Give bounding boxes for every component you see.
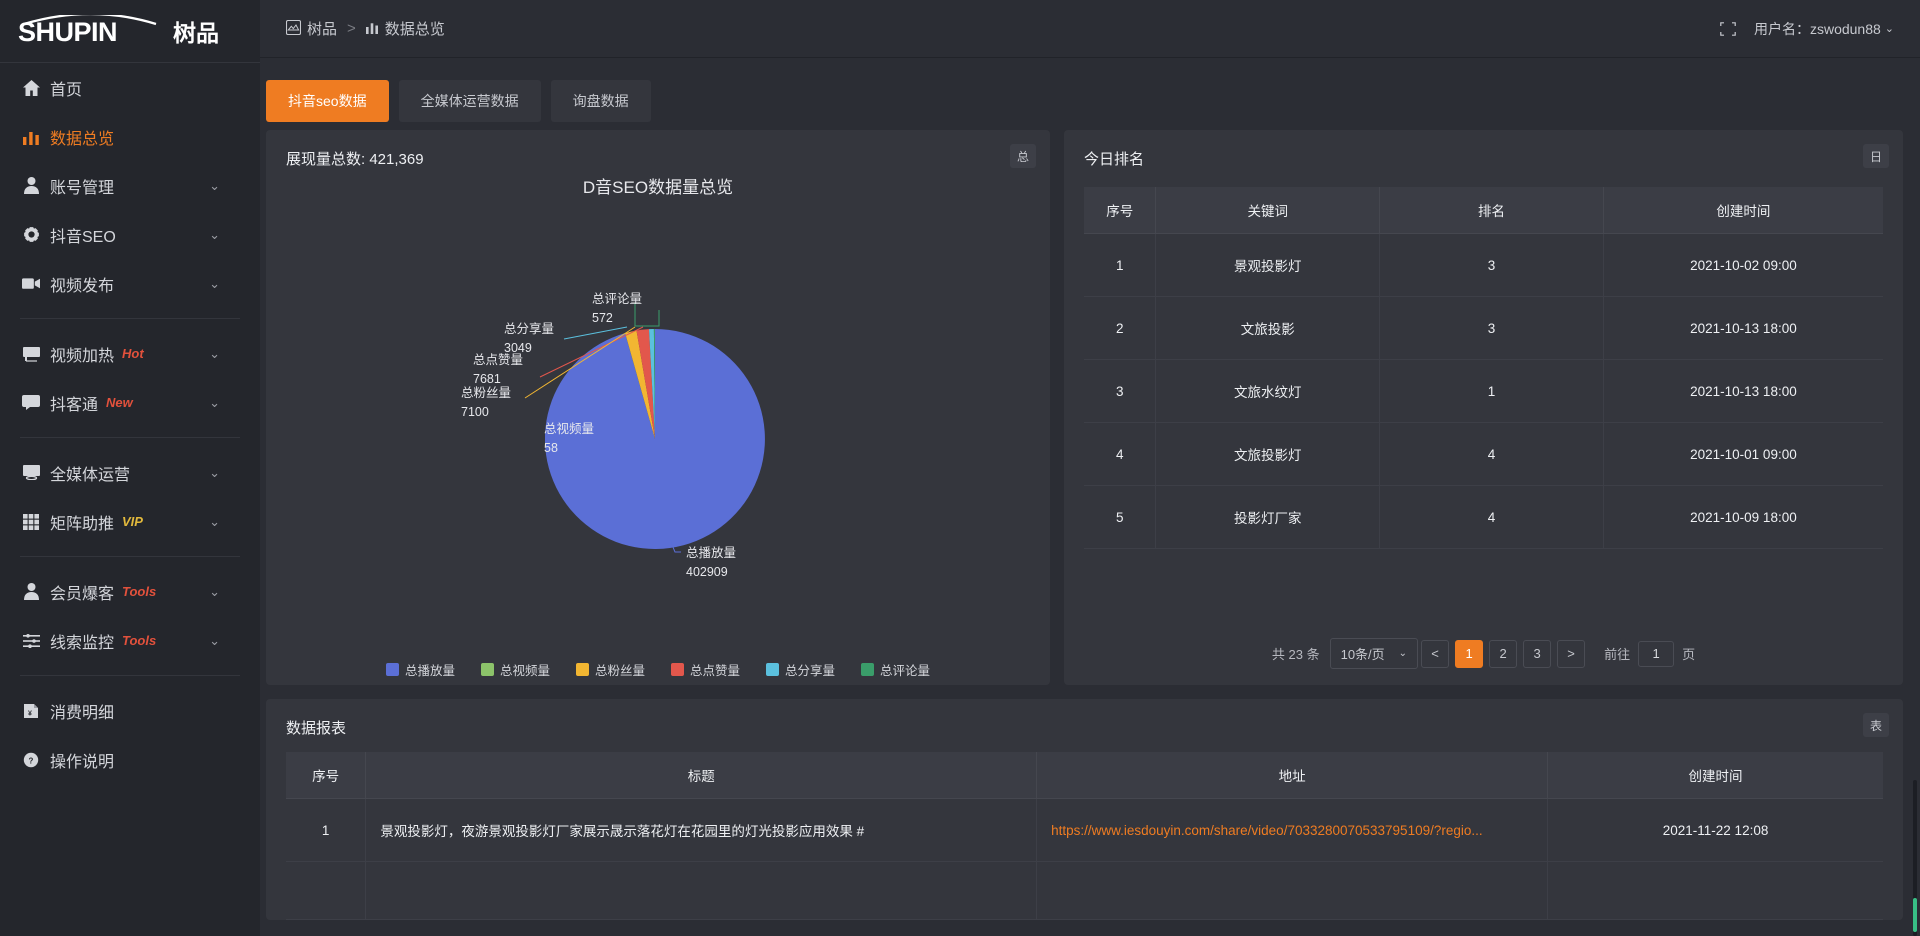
- svg-text:树品: 树品: [173, 20, 219, 46]
- svg-text:¥: ¥: [28, 710, 32, 717]
- svg-text:?: ?: [29, 756, 34, 765]
